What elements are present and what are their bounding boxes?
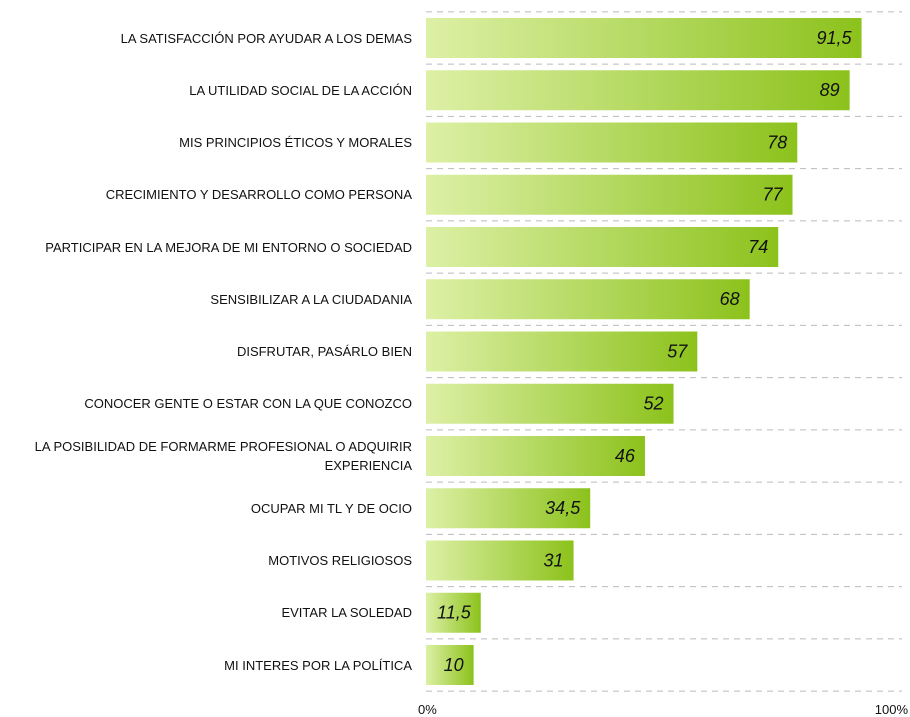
category-label: DISFRUTAR, PASÁRLO BIEN: [236, 344, 412, 359]
category-label: LA UTILIDAD SOCIAL DE LA ACCIÓN: [189, 82, 412, 98]
category-label: MOTIVOS RELIGIOSOS: [268, 553, 412, 568]
category-label: PARTICIPAR EN LA MEJORA DE MI ENTORNO O …: [45, 239, 412, 255]
category-label: EVITAR LA SOLEDAD: [281, 605, 412, 621]
value-label: 91,5: [816, 28, 852, 48]
bar: [426, 488, 591, 529]
bar: [426, 645, 474, 685]
category-label: CRECIMIENTO Y DESARROLLO COMO PERSONA: [105, 187, 412, 203]
bar: [426, 383, 674, 424]
value-label: 77: [762, 185, 783, 205]
bar: [426, 592, 481, 633]
category-label: LA POSIBILIDAD DE FORMARME PROFESIONAL O…: [34, 439, 412, 473]
category-label: LA SATISFACCIÓN POR AYUDAR A LOS DEMAS: [120, 30, 412, 46]
bar: [426, 70, 850, 111]
value-label: 74: [748, 237, 768, 257]
value-label: 89: [820, 80, 840, 100]
bar: [426, 18, 862, 58]
value-label: 68: [720, 289, 740, 309]
value-label: 10: [444, 655, 464, 675]
value-label: 46: [615, 446, 636, 466]
bar: [426, 174, 793, 215]
value-label: 52: [643, 394, 663, 414]
category-label: CONOCER GENTE O ESTAR CON LA QUE CONOZCO: [84, 396, 412, 412]
category-label: MI INTERES POR LA POLÍTICA: [224, 657, 412, 673]
bar: [426, 122, 798, 163]
bar: [426, 436, 645, 476]
bar: [426, 540, 574, 581]
x-tick-label: 0%: [418, 702, 437, 717]
bar: [426, 331, 698, 372]
category-label: SENSIBILIZAR A LA CIUDADANIA: [210, 291, 412, 307]
value-label: 57: [667, 341, 688, 361]
bar: [426, 279, 750, 320]
category-label: MIS PRINCIPIOS ÉTICOS Y MORALES: [179, 135, 412, 150]
value-label: 78: [767, 132, 787, 152]
bar: [426, 227, 779, 267]
value-label: 11,5: [437, 603, 472, 623]
category-label: OCUPAR MI TL Y DE OCIO: [250, 500, 412, 516]
value-label: 31: [544, 550, 564, 570]
value-label: 34,5: [545, 498, 581, 518]
x-tick-label: 100%: [875, 702, 909, 717]
